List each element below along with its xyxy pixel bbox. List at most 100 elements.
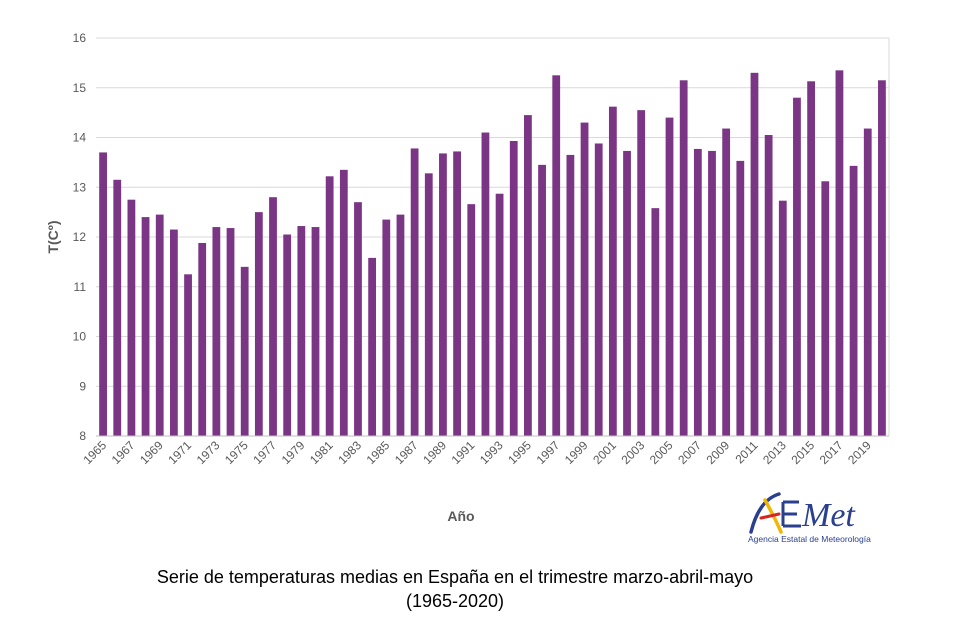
bar-2009 [722, 128, 731, 437]
bar-2002 [623, 150, 631, 436]
y-tick-label: 11 [74, 280, 87, 294]
bar-1993 [495, 193, 504, 436]
x-tick-label: 2011 [732, 438, 760, 466]
x-tick-label: 1975 [222, 438, 251, 467]
bar-1989 [439, 153, 447, 437]
bar-1988 [424, 173, 433, 436]
bar-1987 [410, 148, 419, 436]
bar-1996 [538, 164, 546, 437]
x-tick-label: 1985 [364, 438, 393, 467]
y-tick-label: 16 [73, 31, 87, 45]
bar-2008 [708, 150, 716, 436]
bar-2004 [651, 208, 660, 436]
bar-1998 [566, 154, 575, 436]
x-tick-label: 1979 [279, 438, 308, 467]
bars [99, 70, 886, 437]
x-tick-label: 1977 [250, 438, 279, 467]
bar-1970 [169, 229, 178, 436]
bar-2005 [665, 117, 674, 436]
bar-2011 [750, 72, 759, 436]
x-tick-label: 1997 [534, 438, 563, 467]
bar-1975 [240, 266, 249, 436]
aemet-logo-mark: Met [749, 492, 856, 534]
bar-1983 [354, 202, 362, 436]
x-tick-label: 1983 [335, 438, 364, 467]
bar-1997 [552, 75, 561, 436]
bar-1968 [141, 217, 150, 436]
bar-2018 [849, 165, 858, 437]
x-tick-label: 2005 [647, 438, 676, 467]
bar-1980 [311, 227, 320, 436]
x-tick-label: 1989 [420, 438, 449, 467]
y-tick-label: 12 [73, 230, 87, 244]
bar-2015 [807, 81, 816, 436]
x-tick-label: 2001 [590, 438, 619, 467]
x-tick-label: 1981 [307, 438, 336, 467]
bar-2014 [793, 97, 801, 436]
x-axis-title: Año [447, 508, 474, 524]
bar-1976 [254, 212, 263, 437]
bar-1971 [184, 274, 192, 436]
bar-1969 [155, 214, 164, 436]
x-tick-label: 2009 [703, 438, 732, 467]
y-tick-label: 14 [73, 131, 87, 145]
bar-1999 [580, 122, 589, 436]
y-tick-label: 13 [73, 180, 87, 194]
bar-1995 [524, 115, 532, 437]
x-tick-label: 2003 [619, 438, 648, 467]
bar-1967 [127, 199, 136, 436]
bar-1984 [368, 257, 377, 436]
x-tick-label: 1987 [392, 438, 421, 467]
x-tick-label: 1995 [505, 438, 534, 467]
bar-2013 [778, 200, 787, 436]
x-tick-label: 2013 [760, 438, 789, 467]
svg-text:Met: Met [801, 497, 856, 534]
bar-1994 [509, 140, 518, 437]
y-tick-label: 15 [73, 81, 87, 95]
caption-line-2: (1965-2020) [405, 591, 505, 611]
caption-line-1: Serie de temperaturas medias en España e… [156, 567, 754, 587]
bar-2001 [608, 106, 617, 436]
x-tick-label: 1993 [477, 438, 506, 467]
temperature-bar-chart: 8 9 10 11 12 13 14 15 16 1965 1967 1969 1971 1973 197… [45, 31, 890, 524]
x-tick-label: 1969 [137, 438, 166, 467]
bar-2016 [821, 181, 830, 436]
bar-1973 [212, 227, 221, 436]
bar-2007 [693, 148, 702, 436]
x-tick-label: 2007 [675, 438, 704, 467]
bar-1985 [382, 219, 391, 436]
bar-1972 [198, 242, 207, 436]
bar-1991 [467, 204, 476, 436]
x-axis-ticks: 1965 1967 1969 1971 1973 1975 1977 1979 1981 1983… [80, 438, 874, 467]
bar-2003 [637, 110, 646, 436]
y-tick-label: 8 [79, 429, 86, 443]
aemet-logo: Met [745, 488, 885, 550]
bar-2012 [764, 135, 773, 436]
x-tick-label: 2017 [817, 438, 846, 467]
bar-1986 [396, 214, 405, 436]
bar-2000 [594, 143, 603, 436]
x-tick-label: 1999 [562, 438, 591, 467]
bar-1974 [226, 228, 235, 436]
bar-1981 [325, 176, 334, 437]
logo-subtitle: Agencia Estatal de Meteorología [748, 534, 871, 544]
bar-1965 [99, 152, 107, 436]
y-tick-label: 9 [79, 379, 86, 393]
x-tick-label: 1967 [109, 438, 138, 467]
bar-1978 [283, 234, 292, 436]
x-tick-label: 1971 [165, 438, 194, 467]
x-tick-label: 1991 [449, 438, 478, 467]
bar-2006 [679, 80, 688, 436]
bar-2017 [835, 70, 844, 436]
bar-1979 [297, 226, 306, 436]
bar-2020 [878, 80, 886, 436]
bar-2019 [863, 128, 872, 437]
y-tick-label: 10 [73, 330, 87, 344]
bar-2010 [736, 160, 745, 436]
bar-1990 [453, 151, 461, 436]
y-axis-ticks: 8 9 10 11 12 13 14 15 16 [73, 31, 87, 443]
bar-1966 [113, 179, 122, 437]
x-tick-label: 2019 [845, 438, 874, 467]
x-tick-label: 2015 [788, 438, 817, 467]
bar-1992 [481, 132, 490, 436]
